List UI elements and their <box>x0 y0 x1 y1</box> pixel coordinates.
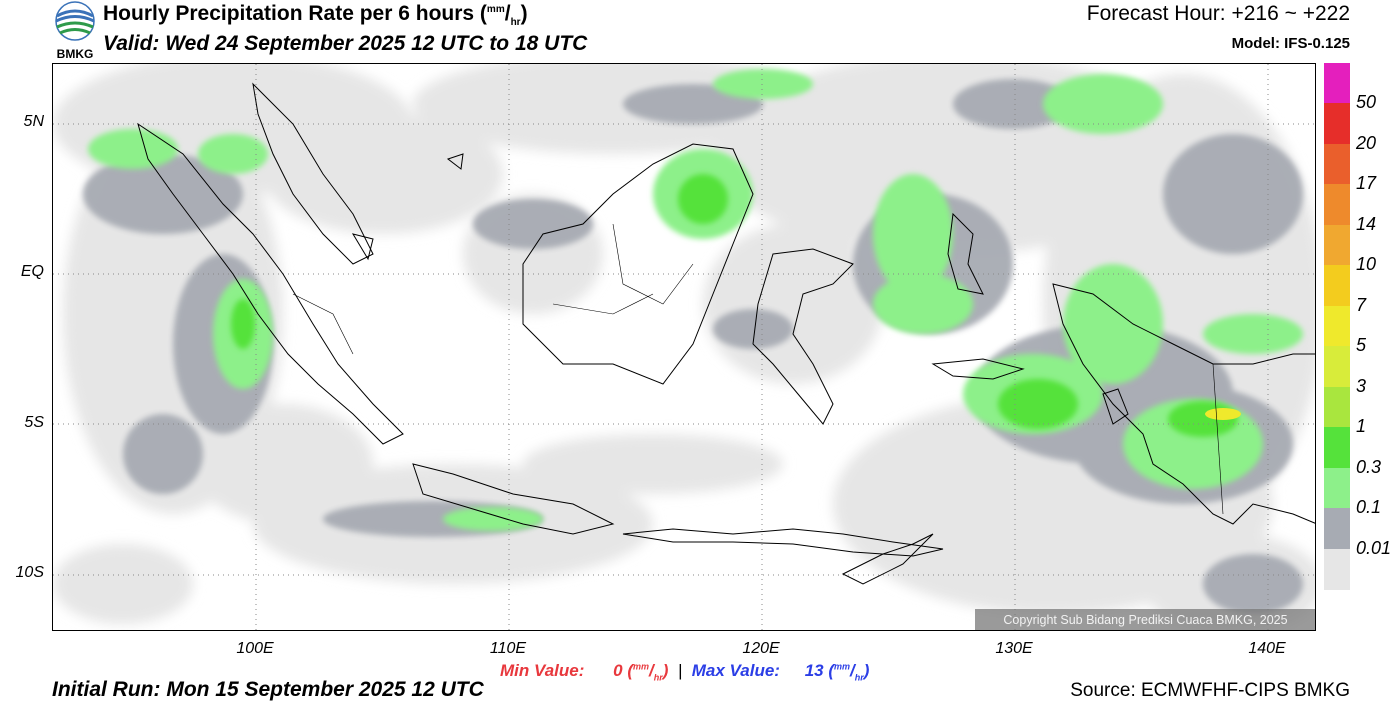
lat-label-5s: 5S <box>24 414 44 431</box>
legend-swatch <box>1324 508 1350 550</box>
rain-5-field <box>1205 408 1241 420</box>
legend-label: 10 <box>1356 254 1377 275</box>
logo-text: BMKG <box>57 47 94 60</box>
title-unit-den: hr <box>510 17 521 29</box>
legend-label: 3 <box>1356 375 1367 396</box>
min-max-values: Min Value: 0 (mm/hr) | Max Value: 13 (mm… <box>500 661 869 682</box>
min-value: 0 <box>613 661 623 680</box>
title-unit-num: mm <box>486 4 505 15</box>
max-label: Max Value: <box>691 661 780 680</box>
legend-label: 20 <box>1356 132 1377 153</box>
lat-label-10s: 10S <box>15 564 44 581</box>
lon-label-130e: 130E <box>995 640 1033 657</box>
min-label: Min Value: <box>500 661 585 680</box>
legend-swatch <box>1324 305 1350 347</box>
legend-swatch <box>1324 386 1350 428</box>
legend-label: 1 <box>1356 416 1367 437</box>
lat-label-eq: EQ <box>20 263 44 280</box>
legend-label: 0.3 <box>1356 456 1382 477</box>
valid-period: Valid: Wed 24 September 2025 12 UTC to 1… <box>103 32 588 55</box>
legend-label: 5 <box>1356 335 1367 356</box>
legend-swatch <box>1324 224 1350 266</box>
legend-label: 14 <box>1356 213 1377 234</box>
lon-label-120e: 120E <box>742 640 780 657</box>
legend-swatch <box>1324 63 1350 104</box>
legend-swatch <box>1324 548 1350 590</box>
lat-label-5n: 5N <box>23 113 44 130</box>
map-title: Hourly Precipitation Rate per 6 hours (m… <box>103 2 528 29</box>
legend-label: 0.01 <box>1356 537 1392 558</box>
max-unit-num: mm <box>834 661 851 672</box>
data-source: Source: ECMWFHF-CIPS BMKG <box>1070 680 1350 701</box>
legend-swatch <box>1324 346 1350 388</box>
initial-run: Initial Run: Mon 15 September 2025 12 UT… <box>52 678 484 701</box>
forecast-hour: Forecast Hour: +216 ~ +222 <box>1086 2 1350 25</box>
max-value: 13 <box>804 661 824 680</box>
separator: | <box>673 661 688 680</box>
coastlines <box>137 82 1315 585</box>
title-text: Hourly Precipitation Rate per 6 hours <box>103 2 475 25</box>
legend-swatch <box>1324 143 1350 185</box>
legend-label: 50 <box>1356 92 1377 113</box>
copyright-notice: Copyright Sub Bidang Prediksi Cuaca BMKG… <box>975 609 1315 630</box>
model-name: Model: IFS-0.125 <box>1231 35 1350 52</box>
min-unit-num: mm <box>633 661 650 672</box>
legend-swatch <box>1324 467 1350 509</box>
bmkg-logo: BMKG <box>55 1 95 60</box>
legend-label: 17 <box>1356 173 1377 194</box>
color-legend <box>1324 63 1350 590</box>
legend-swatch <box>1324 184 1350 226</box>
legend-swatch <box>1324 427 1350 469</box>
legend-swatch <box>1324 103 1350 145</box>
map-canvas <box>53 64 1315 630</box>
precipitation-map: Copyright Sub Bidang Prediksi Cuaca BMKG… <box>52 63 1316 631</box>
max-unit-den: hr <box>854 672 864 683</box>
legend-swatch <box>1324 265 1350 307</box>
lon-label-110e: 110E <box>489 640 527 657</box>
admin-boundaries <box>292 223 1224 515</box>
lon-label-100e: 100E <box>236 640 274 657</box>
min-unit-den: hr <box>653 672 663 683</box>
graticule <box>53 64 1315 630</box>
min-unit: (mm/hr) <box>627 661 669 683</box>
lon-label-140e: 140E <box>1248 640 1286 657</box>
legend-label: 0.1 <box>1356 497 1382 518</box>
legend-label: 7 <box>1356 294 1367 315</box>
max-unit: (mm/hr) <box>828 661 870 683</box>
